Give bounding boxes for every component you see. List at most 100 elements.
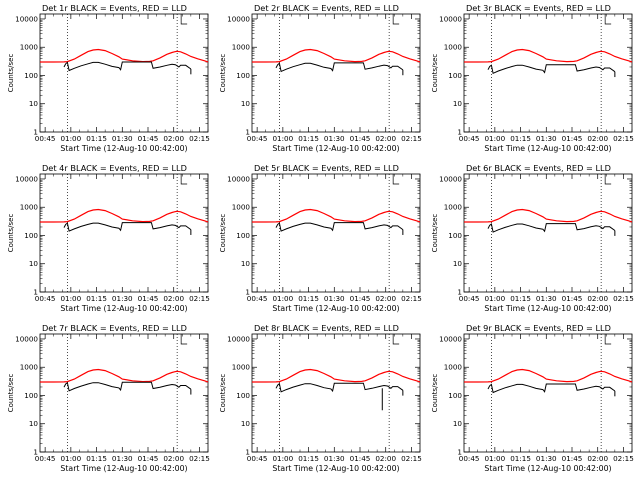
plot-frame <box>251 173 421 293</box>
x-tick-label: 00:45 <box>459 454 480 463</box>
y-tick-label: 1000 <box>232 363 251 372</box>
x-tick-label: 00:45 <box>35 454 56 463</box>
x-tick-label: 01:30 <box>536 454 557 463</box>
y-axis-label: Counts/sec <box>219 374 227 413</box>
y-tick-label: 10000 <box>439 334 462 343</box>
x-tick-label: 01:00 <box>484 134 505 143</box>
events-series-line <box>275 222 404 232</box>
x-axis-label: Start Time (12-Aug-10 00:42:00) <box>272 464 399 473</box>
y-tick-label: 10000 <box>227 14 250 23</box>
y-axis-label: Counts/sec <box>219 214 227 253</box>
x-tick-label: 01:45 <box>138 294 159 303</box>
x-tick-label: 01:00 <box>60 294 81 303</box>
x-tick-label: 02:00 <box>163 294 184 303</box>
x-tick-label: 01:00 <box>60 134 81 143</box>
events-series-line <box>487 383 616 394</box>
panel-title: Det 3r BLACK = Events, RED = LLD <box>466 3 611 13</box>
y-axis-label: Counts/sec <box>431 54 439 93</box>
x-tick-label: 00:45 <box>247 454 268 463</box>
x-tick-label: 00:45 <box>247 294 268 303</box>
x-tick-label: 01:15 <box>298 294 319 303</box>
y-axis-label: Counts/sec <box>219 54 227 93</box>
plot-frame <box>39 173 209 293</box>
panel-7: Det 7r BLACK = Events, RED = LLD 1 10 100 10… <box>7 323 210 473</box>
y-tick-label: 10 <box>29 99 39 108</box>
y-tick-label: 100 <box>236 231 250 240</box>
y-tick-label: 1 <box>33 128 38 137</box>
events-series-line <box>275 62 404 73</box>
y-tick-label: 100 <box>236 71 250 80</box>
x-axis-label: Start Time (12-Aug-10 00:42:00) <box>60 144 187 153</box>
y-axis-label: Counts/sec <box>7 214 15 253</box>
plot-frame <box>251 333 421 453</box>
y-tick-label: 10000 <box>227 174 250 183</box>
y-tick-label: 1 <box>457 448 462 457</box>
x-axis-label: Start Time (12-Aug-10 00:42:00) <box>60 464 187 473</box>
y-tick-label: 1 <box>245 448 250 457</box>
plot-frame <box>463 13 633 133</box>
y-tick-label: 100 <box>24 71 38 80</box>
x-tick-label: 00:45 <box>459 294 480 303</box>
x-tick-label: 01:30 <box>324 134 345 143</box>
x-tick-label: 01:15 <box>298 454 319 463</box>
interval-bracket-marker <box>604 14 612 25</box>
x-tick-label: 01:45 <box>350 134 371 143</box>
y-tick-label: 1000 <box>20 203 39 212</box>
y-tick-label: 1 <box>457 288 462 297</box>
y-tick-label: 100 <box>24 231 38 240</box>
events-series-line <box>487 64 616 75</box>
x-tick-label: 02:15 <box>189 294 210 303</box>
lld-series-line <box>464 368 633 383</box>
y-tick-label: 1000 <box>20 43 39 52</box>
events-series-line <box>63 61 192 72</box>
interval-bracket-marker <box>180 14 188 25</box>
interval-bracket-marker <box>180 334 188 345</box>
x-tick-label: 01:45 <box>138 454 159 463</box>
x-tick-label: 01:00 <box>272 454 293 463</box>
y-axis-label: Counts/sec <box>7 54 15 93</box>
lld-series-line <box>464 208 633 223</box>
x-tick-label: 02:15 <box>401 454 422 463</box>
x-tick-label: 01:15 <box>510 454 531 463</box>
y-tick-label: 10000 <box>15 174 38 183</box>
interval-bracket-marker <box>392 334 400 345</box>
plot-frame <box>39 333 209 453</box>
x-tick-label: 02:15 <box>189 454 210 463</box>
y-tick-label: 10 <box>453 259 463 268</box>
panel-title: Det 8r BLACK = Events, RED = LLD <box>254 323 399 333</box>
x-tick-label: 02:15 <box>613 454 634 463</box>
x-tick-label: 01:30 <box>536 134 557 143</box>
events-series-line <box>63 222 192 232</box>
y-tick-label: 100 <box>448 231 462 240</box>
y-tick-label: 10000 <box>15 14 38 23</box>
y-tick-label: 1000 <box>444 43 463 52</box>
x-tick-label: 01:15 <box>86 134 107 143</box>
x-tick-label: 01:15 <box>510 134 531 143</box>
y-tick-label: 1 <box>245 288 250 297</box>
x-tick-label: 00:45 <box>459 134 480 143</box>
y-tick-label: 1000 <box>20 363 39 372</box>
x-tick-label: 02:00 <box>163 134 184 143</box>
y-tick-label: 10000 <box>15 334 38 343</box>
events-series-line <box>487 223 616 233</box>
x-tick-label: 02:15 <box>613 294 634 303</box>
y-tick-label: 1000 <box>444 363 463 372</box>
panel-title: Det 9r BLACK = Events, RED = LLD <box>466 323 611 333</box>
panel-title: Det 7r BLACK = Events, RED = LLD <box>42 323 187 333</box>
panel-title: Det 1r BLACK = Events, RED = LLD <box>42 3 187 13</box>
y-tick-label: 100 <box>448 391 462 400</box>
x-tick-label: 01:45 <box>350 454 371 463</box>
y-tick-label: 1000 <box>444 203 463 212</box>
x-axis-label: Start Time (12-Aug-10 00:42:00) <box>60 304 187 313</box>
y-tick-label: 10000 <box>439 174 462 183</box>
interval-bracket-marker <box>392 14 400 25</box>
y-axis-label: Counts/sec <box>431 214 439 253</box>
x-tick-label: 02:15 <box>401 294 422 303</box>
x-tick-label: 02:00 <box>375 454 396 463</box>
plot-frame <box>463 333 633 453</box>
y-tick-label: 1000 <box>232 43 251 52</box>
x-tick-label: 01:45 <box>562 294 583 303</box>
y-tick-label: 10 <box>241 259 251 268</box>
y-tick-label: 10000 <box>227 334 250 343</box>
